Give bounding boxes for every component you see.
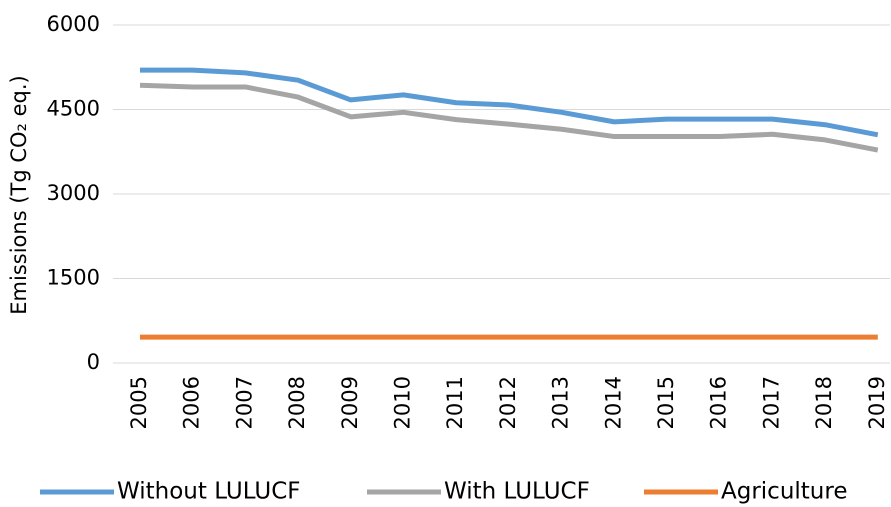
legend-label: Without LULUCF [117,479,301,505]
x-tick-label: 2012 [496,376,520,429]
x-tick-label: 2015 [654,376,678,429]
x-tick-label: 2018 [812,376,836,429]
legend-label: With LULUCF [444,479,590,505]
x-tick-label: 2010 [391,376,415,429]
x-tick-label: 2008 [285,376,309,429]
x-tick-label: 2016 [707,376,731,429]
y-tick-label: 0 [87,350,100,374]
x-tick-label: 2013 [549,376,573,429]
x-tick-label: 2019 [865,376,889,429]
x-tick-label: 2014 [601,376,625,429]
legend-label: Agriculture [721,479,848,505]
x-tick-label: 2005 [127,376,151,429]
y-axis-label: Emissions (Tg CO₂ eq.) [7,75,31,314]
x-tick-label: 2006 [180,376,204,429]
y-tick-label: 6000 [47,12,100,36]
series-line [139,82,879,153]
y-tick-label: 4500 [47,97,100,121]
series-line [140,67,879,138]
x-tick-label: 2011 [443,376,467,429]
y-tick-label: 1500 [47,266,100,290]
x-tick-label: 2009 [338,376,362,429]
x-tick-label: 2017 [759,376,783,429]
y-tick-label: 3000 [47,181,100,205]
x-tick-label: 2007 [232,376,256,429]
